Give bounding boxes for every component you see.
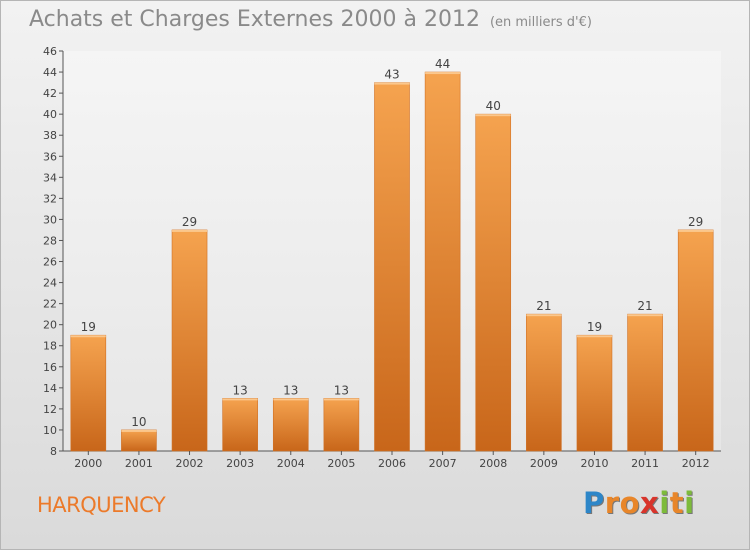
- bar-2012: [677, 229, 714, 452]
- y-tick-label: 46: [43, 45, 57, 58]
- data-label: 29: [688, 215, 703, 229]
- bar-2007: [424, 71, 461, 452]
- y-tick-label: 24: [43, 277, 57, 290]
- x-tick-label: 2008: [479, 457, 507, 470]
- bar-highlight: [273, 398, 309, 401]
- x-tick-label: 2000: [74, 457, 102, 470]
- x-tick-label: 2010: [580, 457, 608, 470]
- x-tick-label: 2012: [682, 457, 710, 470]
- bar-highlight: [678, 229, 714, 232]
- bar-2009: [526, 313, 562, 452]
- bar-highlight: [425, 72, 461, 75]
- data-label: 13: [283, 383, 298, 397]
- y-tick-label: 12: [43, 403, 57, 416]
- chart-title: Achats et Charges Externes 2000 à 2012 (e…: [29, 7, 592, 32]
- bar-highlight: [576, 335, 612, 338]
- logo-letter: P: [583, 486, 605, 520]
- data-label: 43: [384, 68, 399, 82]
- bar-highlight: [121, 429, 157, 432]
- chart-title-text: Achats et Charges Externes 2000 à 2012: [29, 7, 480, 32]
- bar-2003: [222, 398, 258, 452]
- y-tick-label: 8: [50, 445, 57, 458]
- data-label: 19: [587, 320, 602, 334]
- logo-letter: x: [640, 486, 660, 520]
- y-tick-label: 38: [43, 129, 57, 142]
- data-label: 40: [486, 99, 501, 113]
- logo-letter: i: [684, 486, 695, 520]
- proxiti-logo: Proxiti: [583, 486, 695, 520]
- y-tick-label: 16: [43, 361, 57, 374]
- y-tick-label: 28: [43, 234, 57, 247]
- y-tick-label: 10: [43, 424, 57, 437]
- x-tick-label: 2011: [631, 457, 659, 470]
- data-label: 44: [435, 57, 450, 71]
- data-label: 13: [233, 383, 248, 397]
- data-label: 21: [637, 299, 652, 313]
- bar-2000: [70, 334, 107, 452]
- x-tick-label: 2001: [125, 457, 153, 470]
- data-label: 10: [131, 415, 146, 429]
- bar-highlight: [526, 314, 562, 317]
- y-tick-label: 36: [43, 150, 57, 163]
- logo-letter: i: [659, 486, 670, 520]
- y-tick-label: 14: [43, 382, 57, 395]
- bar-highlight: [627, 314, 663, 317]
- bar-2011: [627, 313, 663, 452]
- town-name: HARQUENCY: [37, 493, 166, 517]
- bar-2004: [272, 398, 309, 452]
- x-tick-label: 2006: [378, 457, 406, 470]
- data-label: 21: [536, 299, 551, 313]
- bar-highlight: [70, 335, 106, 338]
- logo-letter: o: [619, 486, 641, 520]
- logo-letter: t: [669, 486, 685, 520]
- chart-unit-label: (en milliers d'€): [489, 15, 592, 30]
- y-tick-label: 32: [43, 192, 57, 205]
- bar-2010: [576, 334, 613, 452]
- bar-2001: [121, 429, 157, 452]
- bar-highlight: [475, 114, 511, 117]
- x-tick-label: 2007: [429, 457, 457, 470]
- bar-2006: [374, 82, 410, 452]
- x-tick-label: 2003: [226, 457, 254, 470]
- bar-2008: [475, 113, 512, 452]
- bar-highlight: [374, 82, 410, 85]
- logo-letter: r: [604, 486, 620, 520]
- bar-2002: [171, 229, 208, 452]
- x-tick-label: 2002: [176, 457, 204, 470]
- x-tick-label: 2009: [530, 457, 558, 470]
- y-tick-label: 22: [43, 298, 57, 311]
- y-tick-label: 42: [43, 87, 57, 100]
- x-tick-label: 2005: [327, 457, 355, 470]
- y-tick-label: 20: [43, 319, 57, 332]
- y-tick-label: 18: [43, 340, 57, 353]
- x-tick-label: 2004: [277, 457, 305, 470]
- data-label: 29: [182, 215, 197, 229]
- bar-2005: [323, 398, 360, 452]
- y-tick-label: 34: [43, 171, 57, 184]
- bar-highlight: [222, 398, 258, 401]
- data-label: 19: [81, 320, 96, 334]
- bar-highlight: [172, 229, 208, 232]
- y-tick-label: 30: [43, 213, 57, 226]
- y-tick-label: 26: [43, 256, 57, 269]
- y-tick-label: 40: [43, 108, 57, 121]
- data-label: 13: [334, 383, 349, 397]
- bar-highlight: [323, 398, 359, 401]
- y-tick-label: 44: [43, 66, 57, 79]
